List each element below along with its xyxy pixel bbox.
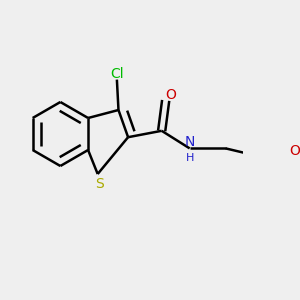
Text: H: H: [185, 153, 194, 163]
Text: N: N: [184, 135, 195, 149]
Text: S: S: [95, 177, 104, 190]
Text: O: O: [165, 88, 176, 102]
Text: O: O: [289, 144, 300, 158]
Text: Cl: Cl: [110, 67, 124, 81]
